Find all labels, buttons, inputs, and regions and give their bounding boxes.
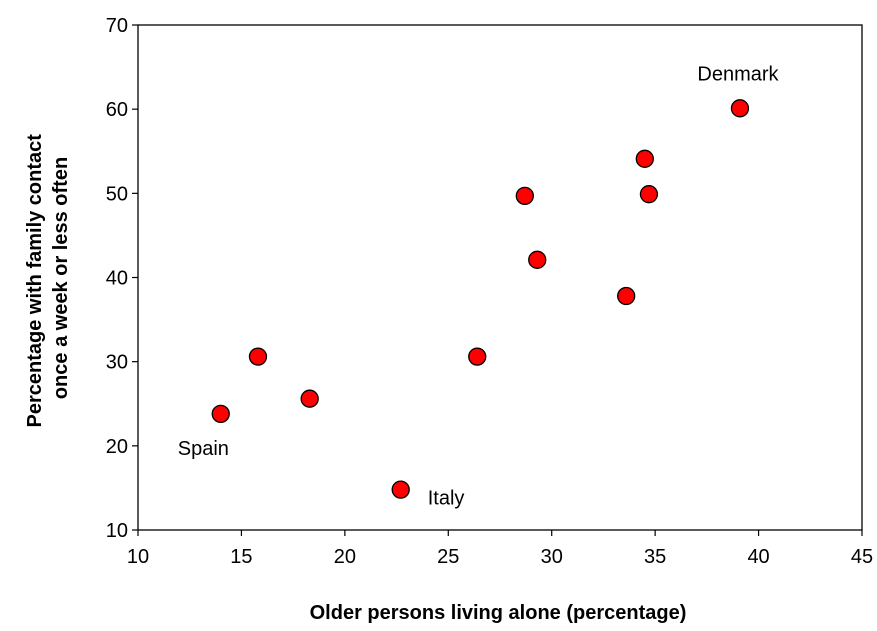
data-point [639, 185, 659, 204]
x-tick-label: 35 [644, 546, 666, 568]
point-label: Denmark [697, 63, 779, 85]
data-point [635, 149, 654, 168]
point-annotations: Spain Italy Denmark [178, 63, 780, 509]
y-axis-title-line-1: Percentage with family contact [24, 134, 46, 428]
y-axis-title-line-2: once a week or less often [50, 157, 72, 399]
axes [137, 24, 863, 531]
y-tick-label: 30 [106, 352, 128, 374]
data-point [248, 347, 268, 366]
x-tick-label: 30 [541, 546, 563, 568]
data-points [211, 99, 750, 499]
y-axis-title: Percentage with family contact once a we… [24, 129, 72, 428]
data-point [730, 99, 750, 118]
x-tick-label: 20 [334, 546, 356, 568]
y-tick-label: 20 [106, 436, 128, 458]
x-tick-label: 25 [437, 546, 459, 568]
data-point [300, 389, 319, 408]
data-point [468, 347, 487, 366]
data-point [617, 286, 636, 306]
x-tick-label: 40 [747, 546, 769, 568]
point-label: Spain [178, 438, 229, 460]
x-tick-label: 45 [851, 546, 873, 568]
data-point [515, 186, 534, 206]
y-tick-label: 70 [106, 15, 128, 37]
y-tick-label: 40 [106, 268, 128, 290]
data-point [211, 404, 230, 424]
x-axis-title: Older persons living alone (percentage) [310, 602, 687, 624]
x-tick-label: 15 [230, 546, 252, 568]
y-tick-label: 10 [106, 520, 128, 542]
y-tick-label: 50 [106, 183, 128, 205]
ticks: 10 15 20 25 30 35 40 45 10 20 30 40 50 60 70 [106, 15, 873, 568]
data-point [528, 250, 547, 269]
data-point [391, 480, 410, 499]
plot-frame [137, 24, 863, 531]
y-tick-label: 60 [106, 99, 128, 121]
x-tick-label: 10 [127, 546, 149, 568]
point-label: Italy [428, 488, 465, 510]
